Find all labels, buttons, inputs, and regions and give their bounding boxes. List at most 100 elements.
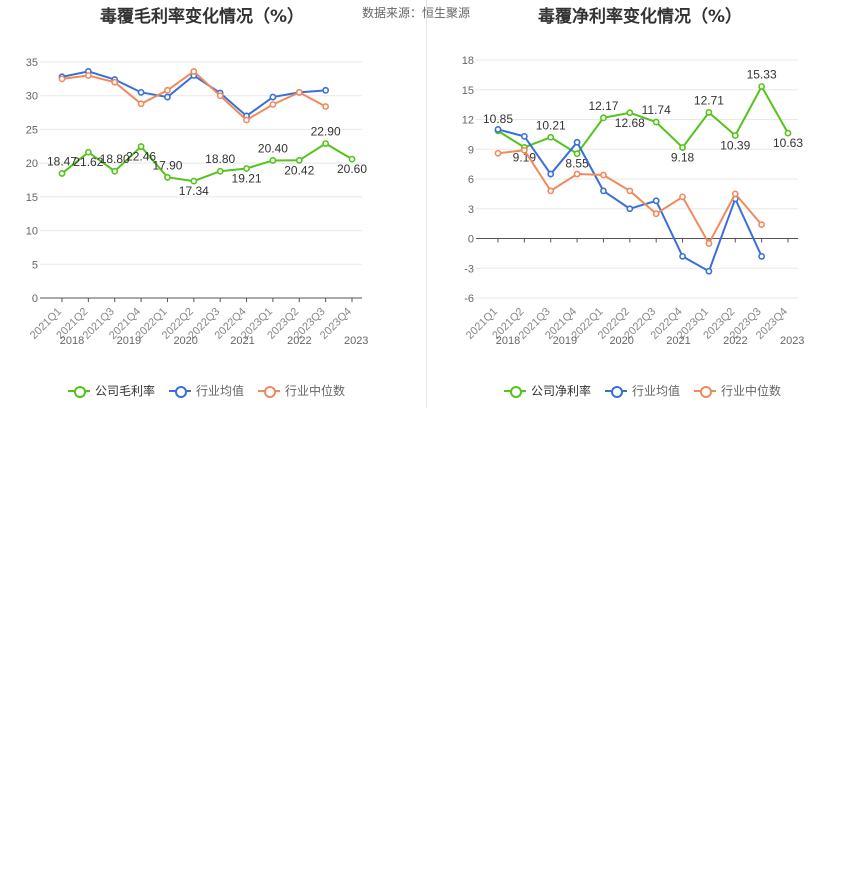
data-point-avg[interactable] [573,138,581,146]
data-label: 19.21 [232,171,262,185]
data-point-company[interactable] [600,114,607,122]
gross-margin-chart-svg: 051015202530352021Q12021Q22021Q32021Q420… [26,57,369,347]
data-point-median[interactable] [600,171,607,179]
data-point-company[interactable] [190,177,198,185]
legend-item-company[interactable]: 公司净利率 [504,382,591,399]
panel-divider [426,0,427,408]
data-point-median[interactable] [84,72,92,79]
data-point-avg[interactable] [520,132,528,140]
data-point-company[interactable] [322,140,330,147]
data-point-company[interactable] [784,129,792,137]
legend-label: 公司净利率 [531,384,592,398]
data-point-company[interactable] [348,155,356,163]
legend-item-avg[interactable]: 行业均值 [169,382,244,399]
legend-label: 行业均值 [196,384,245,398]
data-point-median[interactable] [547,187,555,195]
legend-item-avg[interactable]: 行业均值 [605,382,680,399]
data-point-median[interactable] [626,187,634,195]
y-tick-label: 25 [26,124,38,136]
data-point-company[interactable] [164,173,171,181]
data-point-avg[interactable] [758,252,766,260]
title-prefix: 毒覆 [538,7,572,27]
data-point-avg[interactable] [322,86,330,94]
data-point-avg[interactable] [494,126,502,133]
data-point-company[interactable] [243,165,250,172]
legend-item-median[interactable]: 行业中位数 [258,382,345,399]
year-label: 2022 [723,335,747,347]
data-point-median[interactable] [322,103,330,110]
data-point-median[interactable] [731,190,739,198]
data-label: 9.18 [671,150,695,164]
legend-marker-icon [694,385,717,398]
y-tick-label: 15 [26,192,38,204]
data-point-avg[interactable] [164,93,171,101]
data-source-label: 数据来源：恒生聚源 [362,6,471,20]
data-point-median[interactable] [164,86,171,94]
gross-margin-legend: 公司毛利率 行业均值 行业中位数 [68,382,345,399]
data-point-company[interactable] [111,167,119,175]
data-point-median[interactable] [137,100,145,108]
year-label: 2018 [496,335,520,347]
data-point-company[interactable] [626,109,634,117]
data-point-company[interactable] [58,170,66,177]
data-point-company[interactable] [547,133,555,141]
y-tick-label: -3 [464,263,474,275]
y-tick-label: 35 [26,57,38,69]
data-point-company[interactable] [758,83,766,90]
data-label: 15.33 [747,67,777,81]
data-point-avg[interactable] [600,187,607,195]
legend-label: 行业中位数 [285,384,346,398]
data-label: 10.21 [536,118,566,132]
data-label: 11.74 [642,103,671,117]
data-label: 22.90 [311,125,341,139]
data-point-median[interactable] [652,210,660,218]
data-point-avg[interactable] [137,88,145,96]
data-point-median[interactable] [295,88,303,96]
data-point-avg[interactable] [626,205,634,213]
data-point-median[interactable] [520,146,528,154]
series-line-company [497,84,789,156]
y-tick-label: -6 [464,293,474,305]
data-point-company[interactable] [269,157,277,164]
data-point-company[interactable] [216,167,224,175]
data-point-company[interactable] [573,150,581,158]
data-label: 20.42 [284,163,314,177]
legend-marker-icon [169,385,192,398]
data-point-median[interactable] [243,116,250,124]
y-tick-label: 3 [468,204,474,216]
data-point-avg[interactable] [705,267,713,275]
data-label: 17.34 [179,184,209,198]
data-point-company[interactable] [137,143,145,150]
data-point-company[interactable] [295,156,303,164]
data-point-avg[interactable] [269,93,277,101]
legend-item-company[interactable]: 公司毛利率 [68,382,155,399]
legend-label: 公司毛利率 [95,384,156,398]
data-point-company[interactable] [731,132,739,139]
data-point-median[interactable] [190,68,198,75]
year-label: 2023 [780,335,804,347]
year-label: 2019 [553,335,577,347]
data-point-median[interactable] [573,170,581,178]
data-label: 18.80 [205,152,235,166]
data-point-company[interactable] [84,148,92,156]
data-point-company[interactable] [652,118,660,126]
net-margin-chart-svg: -6-303691215182021Q12021Q22021Q32021Q420… [462,55,805,347]
data-point-median[interactable] [216,92,224,100]
data-point-avg[interactable] [652,197,660,205]
data-point-median[interactable] [758,221,766,229]
data-point-avg[interactable] [679,252,686,260]
data-point-median[interactable] [269,101,277,108]
data-label: 12.71 [694,93,724,107]
data-point-median[interactable] [111,78,119,86]
data-point-avg[interactable] [547,170,555,178]
title-text: 毛利率变化情况（%） [134,7,305,27]
data-label: 18.47 [47,154,77,168]
year-label: 2018 [60,335,84,347]
data-point-company[interactable] [705,109,713,116]
legend-item-median[interactable]: 行业中位数 [694,382,781,399]
data-point-company[interactable] [679,144,686,151]
data-point-median[interactable] [58,75,66,83]
data-point-median[interactable] [705,240,713,247]
data-point-median[interactable] [494,149,502,157]
data-point-median[interactable] [679,193,686,201]
